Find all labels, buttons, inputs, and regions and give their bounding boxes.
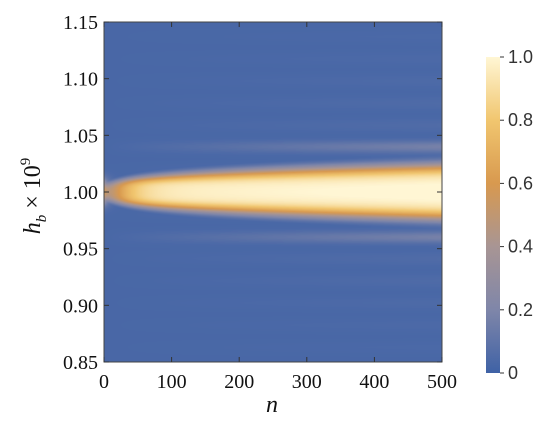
colorbar-bar: [486, 57, 500, 373]
x-tick-label: 500: [427, 371, 457, 393]
y-tick-label: 0.85: [63, 352, 98, 374]
y-tick-label: 1.10: [63, 69, 98, 91]
colorbar-tick-label: 0.4: [508, 237, 533, 257]
x-tick-label: 400: [359, 371, 389, 393]
y-axis-label: hb × 109: [18, 158, 50, 235]
colorbar-tick-label: 0.2: [508, 300, 533, 320]
x-tick-label: 200: [224, 371, 254, 393]
colorbar-tick-label: 0.8: [508, 110, 533, 130]
y-axis-label-base: h: [20, 222, 46, 234]
x-tick-label: 300: [292, 371, 322, 393]
y-axis-label-times: × 10: [20, 165, 46, 215]
colorbar-tick-label: 1.0: [508, 47, 533, 67]
x-tick-label: 100: [157, 371, 187, 393]
colorbar-tick-label: 0: [508, 363, 518, 383]
y-tick-label: 1.15: [63, 12, 98, 34]
y-tick-label: 1.00: [63, 182, 98, 204]
y-tick-label: 1.05: [63, 125, 98, 147]
x-axis-label: n: [266, 392, 278, 418]
y-tick-label: 0.90: [63, 295, 98, 317]
plot-area: [103, 21, 443, 363]
x-axis: 0 100 200 300 400 500: [99, 22, 457, 393]
heatmap-image: [104, 22, 442, 362]
x-tick-label: 0: [99, 371, 109, 393]
y-axis-label-subscript: b: [34, 214, 50, 222]
y-tick-label: 0.95: [63, 239, 98, 261]
colorbar: 0 0.2 0.4 0.6 0.8 1.0: [486, 47, 533, 383]
colorbar-tick-label: 0.6: [508, 173, 533, 193]
y-axis-label-exponent: 9: [18, 158, 34, 166]
y-axis: 0.85 0.90 0.95 1.00 1.05 1.10 1.15: [63, 12, 442, 374]
